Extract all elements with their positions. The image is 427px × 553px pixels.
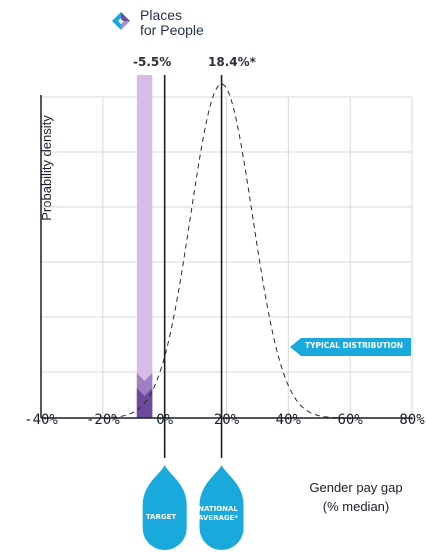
- national-value-label: 18.4%*: [208, 55, 256, 69]
- target-callout-text: TARGET: [145, 513, 177, 521]
- x-tick-label: 80%: [399, 412, 425, 428]
- reference-lines: [163, 75, 223, 458]
- target-value-label: -5.5%: [133, 55, 172, 69]
- x-axis-label: Gender pay gap (% median): [296, 478, 416, 516]
- x-tick-label: 60%: [337, 412, 363, 428]
- typical-distribution-curve: [102, 83, 351, 419]
- grid-lines: [41, 96, 413, 418]
- target-band-rect: [136, 75, 153, 418]
- logo-line-1: Places: [140, 7, 183, 23]
- x-axis-label-line-2: (% median): [322, 499, 390, 514]
- x-axis-label-line-1: Gender pay gap: [309, 480, 403, 495]
- logo-mark-icon: [112, 12, 130, 30]
- x-tick-label: -40%: [24, 412, 58, 428]
- x-tick-label: -20%: [85, 412, 120, 428]
- target-band: [136, 75, 153, 418]
- typical-distribution-tag: [290, 338, 411, 356]
- axes: [40, 95, 412, 419]
- logo-wordmark: Places for People: [140, 8, 204, 38]
- places-for-people-logo: Places for People: [110, 8, 250, 44]
- logo-line-2: for People: [140, 22, 204, 38]
- x-tick-label: 40%: [275, 412, 301, 428]
- x-tick-label: 20%: [213, 412, 240, 428]
- callout-pins: [142, 338, 411, 550]
- x-tick-label: 0%: [156, 412, 174, 428]
- national-average-pin: [199, 465, 244, 550]
- distribution-curve-group: [102, 83, 351, 419]
- target-pin: [142, 465, 187, 550]
- typical-distribution-text: TYPICAL DISTRIBUTION: [305, 341, 403, 350]
- national-callout-text: NATIONAL AVERAGE*: [197, 505, 239, 522]
